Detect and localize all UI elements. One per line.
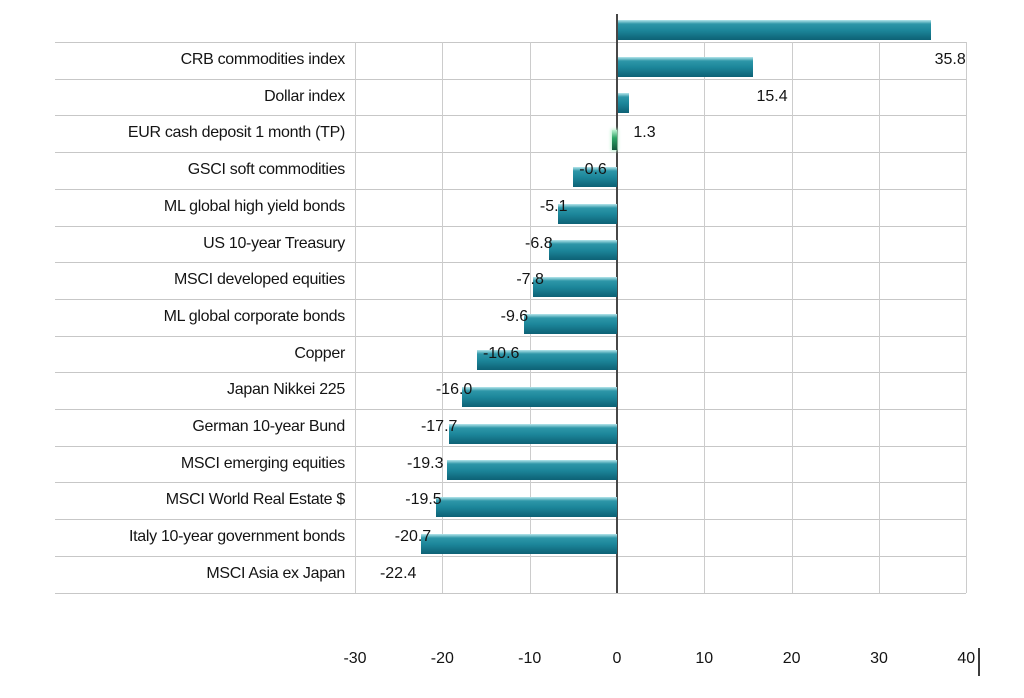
row-gridline	[55, 152, 966, 154]
row-gridline	[55, 115, 966, 117]
x-gridline	[966, 42, 968, 593]
x-gridline	[791, 42, 793, 593]
row-gridline	[55, 262, 966, 264]
value-bar	[548, 240, 617, 261]
value-label: -22.4	[379, 564, 417, 582]
x-axis-tick-label: 0	[612, 650, 622, 667]
value-bar	[618, 56, 753, 77]
category-label: US 10-year Treasury	[203, 234, 345, 252]
value-bar	[533, 276, 617, 297]
value-bar	[477, 350, 617, 371]
category-label: MSCI developed equities	[174, 271, 345, 289]
row-gridline	[55, 592, 966, 594]
value-bar	[421, 533, 617, 554]
zero-axis-line	[616, 14, 618, 593]
value-bar	[618, 93, 630, 114]
x-gridline	[879, 42, 880, 593]
row-gridline	[55, 409, 966, 410]
category-label: GSCI soft commodities	[187, 161, 346, 179]
value-label: -16.0	[435, 381, 473, 399]
row-gridline	[55, 298, 966, 300]
category-label: ML global corporate bonds	[163, 307, 346, 325]
row-gridline	[55, 78, 966, 80]
category-label: German 10-year Bund	[192, 418, 345, 435]
value-label: -20.7	[394, 528, 432, 546]
category-label: MSCI emerging equities	[180, 454, 345, 472]
row-gridline	[55, 555, 966, 557]
value-label: -19.5	[405, 491, 442, 509]
category-label: Italy 10-year government bonds	[128, 528, 345, 546]
row-gridline	[55, 519, 966, 521]
value-label: 1.3	[633, 124, 656, 142]
row-gridline	[55, 188, 966, 190]
value-bar	[572, 166, 617, 187]
row-gridline	[55, 42, 966, 43]
row-gridline	[55, 482, 966, 484]
value-label: 35.8	[934, 51, 966, 68]
value-label: -9.6	[500, 307, 529, 325]
x-axis-tick-label: 10	[695, 650, 714, 667]
x-axis-tick-label: -10	[518, 650, 542, 667]
category-label: MSCI World Real Estate $	[165, 491, 346, 509]
value-bar	[611, 130, 617, 151]
value-bar	[524, 313, 617, 334]
value-label: -5.1	[539, 197, 568, 215]
value-label: -17.7	[420, 418, 458, 435]
value-bar	[557, 203, 617, 224]
category-label: CRB commodities index	[180, 51, 346, 68]
x-axis-tick-label: -20	[430, 650, 454, 667]
value-bar	[618, 20, 931, 40]
value-bar	[462, 387, 617, 407]
category-label: Dollar index	[264, 87, 345, 105]
value-bar	[446, 460, 617, 481]
x-axis-tick-label: -30	[343, 650, 367, 667]
value-bar	[448, 423, 617, 444]
x-axis-tick-label: 20	[782, 650, 801, 667]
value-label: -7.8	[516, 271, 544, 289]
category-label: EUR cash deposit 1 month (TP)	[127, 124, 345, 142]
value-label: -10.6	[482, 344, 520, 362]
x-axis-tick-label: 30	[870, 650, 888, 667]
row-gridline	[55, 445, 966, 447]
value-bar	[436, 497, 617, 518]
x-axis-tick-label: 40	[957, 650, 976, 667]
value-label: 15.4	[756, 87, 788, 105]
category-label: Copper	[294, 344, 345, 362]
x-axis-end-tick	[978, 648, 980, 676]
row-gridline	[55, 335, 966, 337]
category-label: Japan Nikkei 225	[227, 381, 345, 399]
x-gridline	[355, 42, 356, 593]
category-label: ML global high yield bonds	[163, 197, 345, 215]
row-gridline	[55, 225, 966, 227]
x-gridline	[442, 42, 444, 593]
row-gridline	[55, 372, 966, 374]
value-label: -6.8	[525, 234, 553, 252]
value-label: -19.3	[407, 454, 444, 472]
x-gridline	[704, 42, 706, 593]
category-label: MSCI Asia ex Japan	[206, 564, 345, 582]
value-label: -0.6	[579, 161, 607, 179]
